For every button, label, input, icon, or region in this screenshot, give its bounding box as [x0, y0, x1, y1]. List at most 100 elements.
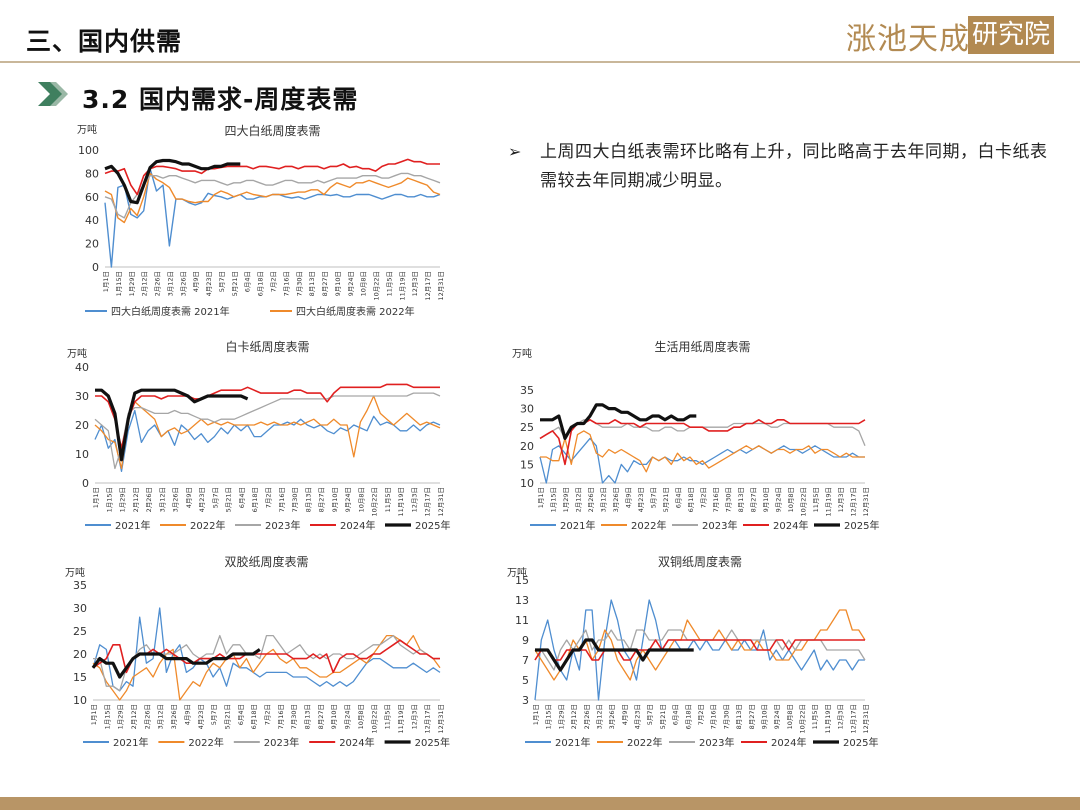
x-tick-label: 11月19日: [397, 704, 405, 734]
y-unit-label: 万吨: [65, 566, 85, 579]
series-line-2025: [104, 158, 241, 205]
x-tick-label: 12月3日: [410, 487, 418, 512]
x-tick-label: 3月12日: [157, 704, 165, 729]
header-divider: [0, 61, 1080, 63]
legend-label: 2025年: [843, 736, 878, 749]
x-tick-label: 8月13日: [304, 487, 312, 512]
x-tick-label: 12月31日: [437, 704, 445, 734]
legend-label: 2025年: [844, 519, 879, 532]
x-tick-label: 1月15日: [105, 487, 113, 512]
x-tick-label: 9月24日: [773, 704, 781, 729]
series-line-2024: [534, 639, 865, 661]
chart-title: 生活用纸周度表需: [654, 339, 750, 354]
x-tick-label: 7月16日: [277, 704, 285, 729]
x-tick-label: 3月26日: [608, 704, 616, 729]
x-tick-label: 1月1日: [532, 704, 540, 725]
x-tick-label: 3月26日: [612, 487, 620, 512]
legend-label: 2021年: [113, 736, 148, 749]
x-tick-label: 3月26日: [170, 704, 178, 729]
x-tick-label: 9月10日: [334, 271, 342, 296]
x-tick-label: 8月13日: [308, 271, 316, 296]
x-tick-label: 2月12日: [132, 487, 140, 512]
x-tick-label: 5月21日: [231, 271, 239, 296]
x-tick-label: 5月21日: [225, 487, 233, 512]
chart-title: 双胶纸周度表需: [224, 554, 308, 569]
x-tick-label: 5月21日: [662, 487, 670, 512]
x-tick-label: 7月30日: [291, 487, 299, 512]
x-tick-label: 11月5日: [811, 704, 819, 729]
x-tick-label: 7月16日: [712, 487, 720, 512]
x-tick-label: 12月17日: [424, 271, 432, 301]
y-tick-label: 40: [85, 214, 99, 227]
x-tick-label: 9月24日: [775, 487, 783, 512]
x-tick-label: 9月10日: [331, 487, 339, 512]
series-line-2025: [540, 403, 697, 441]
x-tick-label: 12月31日: [437, 487, 445, 517]
x-tick-label: 12月31日: [862, 704, 870, 734]
x-tick-label: 6月4日: [675, 487, 683, 508]
x-tick-label: 9月24日: [344, 487, 352, 512]
x-tick-label: 4月9日: [185, 487, 193, 508]
legend-label: 2024年: [340, 519, 375, 532]
y-unit-label: 万吨: [77, 123, 97, 136]
y-tick-label: 5: [522, 674, 529, 687]
y-tick-label: 10: [73, 694, 87, 707]
x-tick-label: 4月23日: [197, 704, 205, 729]
legend-label: 2022年: [190, 519, 225, 532]
x-tick-label: 3月26日: [172, 487, 180, 512]
x-tick-label: 4月23日: [198, 487, 206, 512]
y-tick-label: 0: [82, 477, 89, 490]
series-line-2022: [540, 430, 865, 473]
x-tick-label: 2月26日: [145, 487, 153, 512]
y-tick-label: 30: [75, 390, 89, 403]
x-tick-label: 3月26日: [179, 271, 187, 296]
x-tick-label: 1月1日: [537, 487, 545, 508]
x-tick-label: 7月2日: [270, 271, 278, 292]
section-title: 三、国内供需: [26, 27, 183, 56]
x-tick-label: 12月3日: [410, 704, 418, 729]
x-tick-label: 8月13日: [737, 487, 745, 512]
x-tick-label: 4月9日: [192, 271, 200, 292]
series-line-2022: [104, 172, 441, 224]
series-line-2024: [539, 419, 866, 466]
x-tick-label: 10月22日: [370, 704, 378, 734]
x-tick-label: 1月29日: [119, 487, 127, 512]
x-tick-label: 7月30日: [290, 704, 298, 729]
y-tick-label: 60: [85, 191, 99, 204]
x-tick-label: 10月22日: [799, 704, 807, 734]
x-tick-label: 1月29日: [128, 271, 136, 296]
x-tick-label: 6月4日: [238, 487, 246, 508]
x-tick-label: 5月21日: [223, 704, 231, 729]
legend-label: 2022年: [631, 519, 666, 532]
legend-label: 2023年: [702, 519, 737, 532]
x-tick-label: 12月3日: [411, 271, 419, 296]
chevron-right-icon: [38, 82, 68, 106]
series-line-2023: [93, 634, 440, 692]
x-tick-label: 3月12日: [595, 704, 603, 729]
series-line-2021: [534, 599, 865, 701]
y-unit-label: 万吨: [512, 347, 532, 360]
series-line-2025: [91, 648, 261, 679]
x-tick-label: 2月26日: [587, 487, 595, 512]
y-tick-label: 30: [73, 602, 87, 615]
x-tick-label: 7月16日: [278, 487, 286, 512]
x-tick-label: 12月31日: [437, 271, 445, 301]
x-tick-label: 10月8日: [786, 704, 794, 729]
legend-label: 2022年: [188, 736, 223, 749]
x-tick-label: 7月2日: [697, 704, 705, 725]
x-tick-label: 4月23日: [205, 271, 213, 296]
legend-label: 2025年: [415, 519, 450, 532]
x-tick-label: 1月15日: [115, 271, 123, 296]
y-tick-label: 35: [520, 384, 534, 397]
x-tick-label: 5月7日: [218, 271, 226, 292]
x-tick-label: 4月9日: [625, 487, 633, 508]
x-tick-label: 10月22日: [373, 271, 381, 301]
y-tick-label: 3: [522, 694, 529, 707]
x-tick-label: 5月7日: [646, 704, 654, 725]
x-tick-label: 4月23日: [637, 487, 645, 512]
legend-label: 2022年: [627, 736, 662, 749]
bullet-arrow-icon: ➢: [508, 142, 522, 161]
